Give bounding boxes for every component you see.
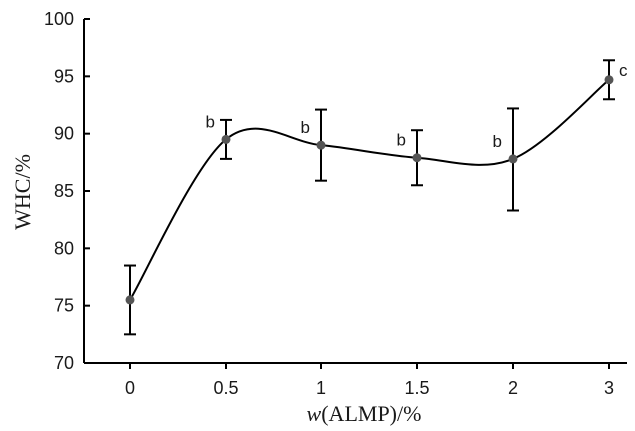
series-line	[129, 79, 610, 301]
curve-layer	[129, 79, 610, 301]
x-tick-label: 0	[125, 378, 135, 398]
x-axis-title: w(ALMP)/%	[307, 401, 422, 426]
data-point	[412, 153, 422, 163]
y-tick-label: 85	[54, 181, 74, 201]
data-point	[221, 134, 231, 144]
data-point	[125, 295, 135, 305]
x-tick-label: 3	[604, 378, 614, 398]
y-tick-label: 95	[54, 66, 74, 86]
y-tick-label: 90	[54, 124, 74, 144]
x-tick-label: 0.5	[213, 378, 238, 398]
point-layer	[125, 75, 614, 305]
y-tick-label: 75	[54, 296, 74, 316]
significance-label: b	[493, 132, 502, 151]
x-axis-title-rest: (ALMP)/%	[321, 401, 421, 426]
y-axis-title: WHC/%	[10, 154, 35, 230]
significance-label: b	[301, 118, 310, 137]
data-point	[316, 140, 326, 150]
label-layer: b b b b c	[206, 61, 628, 151]
axes: 70 75 80 85 90 95 100 0 0.5 1 1.5 2 3	[44, 9, 627, 398]
x-tick-label: 1	[316, 378, 326, 398]
errorbar-layer	[124, 59, 615, 336]
data-point	[604, 75, 614, 85]
significance-label: c	[619, 61, 628, 80]
x-axis-title-italic: w	[307, 401, 322, 426]
y-tick-label: 100	[44, 9, 74, 29]
x-tick-label: 1.5	[404, 378, 429, 398]
significance-label: b	[397, 131, 406, 150]
y-tick-label: 80	[54, 238, 74, 258]
significance-label: b	[206, 112, 215, 131]
y-tick-label: 70	[54, 353, 74, 373]
data-point	[508, 154, 518, 164]
x-tick-label: 2	[508, 378, 518, 398]
